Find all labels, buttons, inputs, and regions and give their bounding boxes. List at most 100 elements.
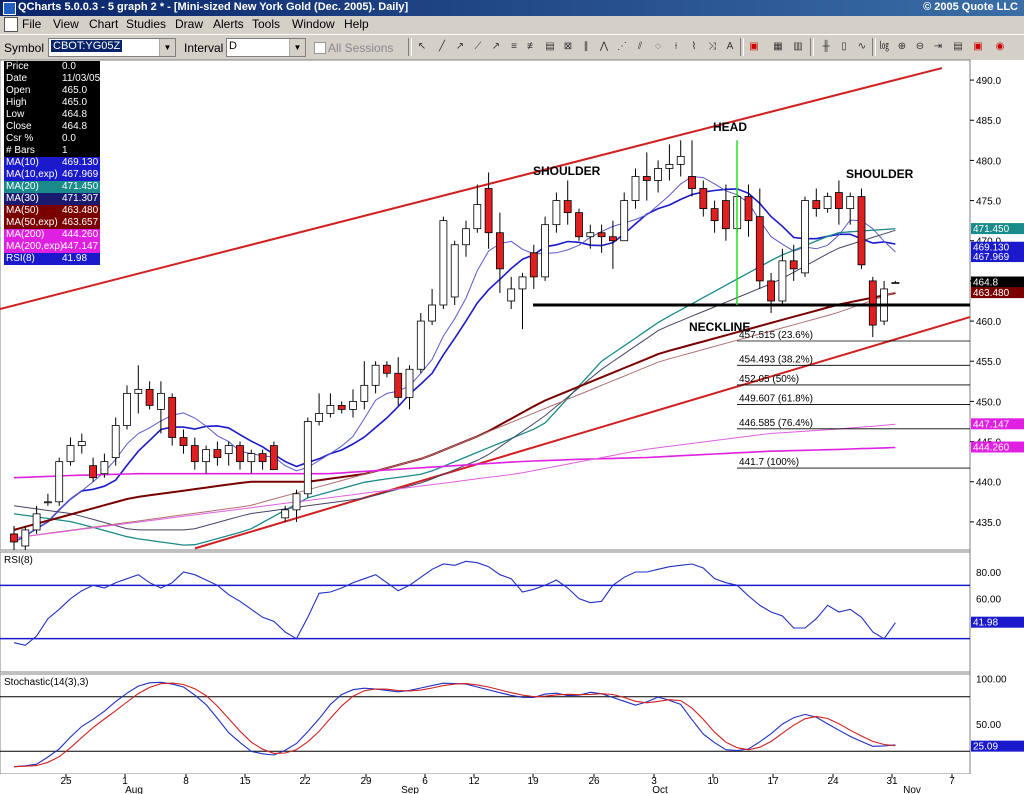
candle-body	[168, 396, 177, 438]
candle-body	[156, 392, 165, 410]
menu-tools[interactable]: Tools	[252, 17, 281, 31]
chevron-down-icon[interactable]: ▼	[159, 39, 175, 56]
zigzag-tool-icon[interactable]: ⤨	[708, 41, 716, 52]
quote-icon[interactable]: ◉	[995, 41, 1005, 52]
menu-chart[interactable]: Chart	[89, 17, 119, 31]
interval-combo[interactable]: D ▼	[226, 38, 306, 57]
chart-settings-icon[interactable]: ▣	[749, 41, 759, 52]
candle-chart-icon[interactable]: ▯	[841, 41, 847, 52]
fan-tool-icon[interactable]: ⟊	[674, 41, 678, 52]
symbol-combo[interactable]: CBOT:YG05Z ▼	[48, 38, 176, 57]
price-tag	[971, 251, 1024, 263]
info-value: 0.0	[62, 133, 76, 144]
regression-tool-icon[interactable]: ⫽	[637, 41, 643, 52]
toolbar-separator	[810, 38, 814, 56]
menu-alerts[interactable]: Alerts	[213, 17, 244, 31]
scroll-end-icon[interactable]: ⇥	[933, 41, 943, 52]
menu-studies[interactable]: Studies	[126, 17, 167, 31]
fib-level-label: 449.607 (61.8%)	[739, 394, 813, 405]
date-tick-label: 12	[468, 776, 480, 787]
menu-view[interactable]: View	[53, 17, 79, 31]
price-tick-label: 485.0	[976, 116, 1001, 127]
date-tick-label: 10	[707, 776, 719, 787]
price-tag-text: 463.480	[973, 288, 1010, 299]
right-shoulder-label: SHOULDER	[846, 167, 914, 181]
date-tick-label: 6	[422, 776, 428, 787]
info-row: MA(50) 463.480	[4, 205, 100, 217]
line-tool-icon[interactable]: ╱	[438, 41, 446, 52]
stochastic-panel: Stochastic(14(3),3) 100.00 50.00 25.09	[0, 675, 1024, 768]
candle-body	[755, 216, 764, 282]
ellipse-tool-icon[interactable]: ◌	[655, 41, 661, 52]
info-label: MA(30)	[6, 193, 39, 204]
properties-icon[interactable]: ▦	[773, 41, 783, 52]
date-tick-label: 3	[651, 776, 657, 787]
channel-tool-icon[interactable]: ▤	[545, 41, 555, 52]
document-icon[interactable]	[4, 17, 18, 32]
window-title: QCharts 5.0.0.3 - 5 graph 2 * - [Mini-si…	[18, 1, 409, 13]
arrow-tool-icon[interactable]: ↗	[491, 41, 501, 52]
candle-body	[303, 421, 312, 495]
candle-body	[55, 461, 64, 503]
alert-icon[interactable]: ▣	[973, 41, 983, 52]
bar-chart-icon[interactable]: ╫	[822, 41, 830, 52]
rsi-tag-text: 41.98	[973, 618, 998, 629]
date-tick-label: 22	[299, 776, 311, 787]
toolbar-separator	[872, 38, 876, 56]
pointer-tool-icon[interactable]: ↖	[417, 41, 427, 52]
speed-line-icon[interactable]: ⋰	[617, 41, 627, 52]
cycle-tool-icon[interactable]: ∥	[583, 41, 589, 52]
menu-draw[interactable]: Draw	[175, 17, 204, 31]
all-sessions-checkbox[interactable]	[314, 42, 326, 54]
candle-body	[789, 260, 798, 270]
candle-body	[744, 196, 753, 222]
price-tag	[971, 223, 1024, 235]
price-tick-label: 455.0	[976, 357, 1001, 368]
info-row: Csr % 0.0	[4, 133, 100, 145]
price-tag	[971, 287, 1024, 299]
candle-body	[405, 368, 414, 398]
candle-body	[722, 200, 730, 230]
fib-tool-icon[interactable]: ≡	[511, 41, 517, 52]
ray-tool-icon[interactable]: ↗	[455, 41, 465, 52]
zoom-out-icon[interactable]: ⊖	[915, 41, 925, 52]
text-tool-icon[interactable]: A	[726, 41, 734, 52]
interval-value: D	[229, 40, 237, 52]
info-label: MA(50,exp)	[6, 217, 58, 228]
stoch-tick-label: 50.00	[976, 720, 1001, 731]
candles	[10, 140, 900, 550]
zoom-in-icon[interactable]: ⊕	[897, 41, 907, 52]
layout-icon[interactable]: ▥	[793, 41, 803, 52]
print-icon[interactable]: ▤	[953, 41, 963, 52]
date-tick-label: 26	[588, 776, 600, 787]
menu-window[interactable]: Window	[292, 17, 335, 31]
month-label: Oct	[652, 785, 668, 794]
menu-file[interactable]: File	[22, 17, 42, 31]
gann-tool-icon[interactable]: ⊠	[563, 41, 573, 52]
andrews-tool-icon[interactable]: ⋀	[599, 41, 609, 52]
price-tag-text: 469.130	[973, 243, 1010, 254]
month-label: Nov	[903, 785, 921, 794]
info-label: Price	[6, 61, 29, 72]
candle-body	[563, 200, 572, 214]
info-value: 464.8	[62, 109, 88, 120]
info-value: 471.450	[62, 181, 99, 192]
candle-body	[857, 196, 866, 266]
fib-fan-icon[interactable]: ≢	[527, 41, 537, 52]
price-tag	[971, 418, 1024, 430]
log-scale-icon[interactable]: ㏒	[879, 41, 889, 52]
line-chart-icon[interactable]: ∿	[857, 41, 867, 52]
chevron-down-icon[interactable]: ▼	[289, 39, 305, 56]
menu-help[interactable]: Help	[344, 17, 369, 31]
candle-body	[868, 280, 877, 326]
candle-body	[190, 445, 199, 463]
price-tick-label: 435.0	[976, 518, 1001, 529]
symbol-label: Symbol	[4, 41, 45, 55]
trendline-tool-icon[interactable]: ⟋	[474, 41, 482, 52]
info-row: Price 0.0	[4, 61, 100, 73]
info-value: 463.480	[62, 205, 99, 216]
stoch-d-line	[13, 682, 896, 768]
candle-body	[179, 437, 188, 446]
wave-tool-icon[interactable]: ⌇	[691, 41, 697, 52]
